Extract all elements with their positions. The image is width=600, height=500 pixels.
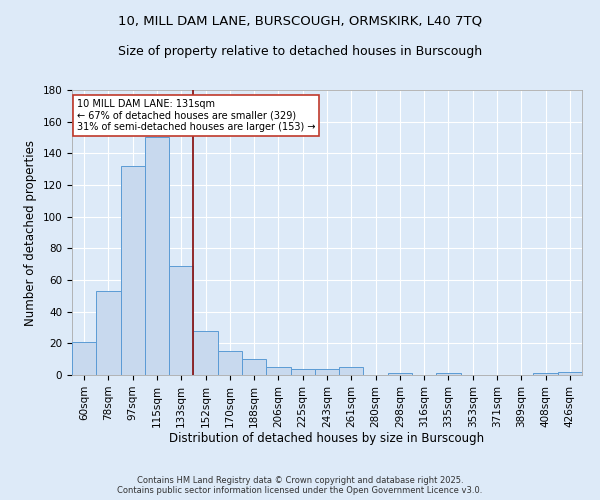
Text: 10 MILL DAM LANE: 131sqm
← 67% of detached houses are smaller (329)
31% of semi-: 10 MILL DAM LANE: 131sqm ← 67% of detach… <box>77 98 316 132</box>
Bar <box>96 291 121 375</box>
Bar <box>169 266 193 375</box>
Text: 10, MILL DAM LANE, BURSCOUGH, ORMSKIRK, L40 7TQ: 10, MILL DAM LANE, BURSCOUGH, ORMSKIRK, … <box>118 15 482 28</box>
Bar <box>72 342 96 375</box>
Text: Contains HM Land Registry data © Crown copyright and database right 2025.
Contai: Contains HM Land Registry data © Crown c… <box>118 476 482 495</box>
Bar <box>388 374 412 375</box>
Bar <box>218 351 242 375</box>
Text: Size of property relative to detached houses in Burscough: Size of property relative to detached ho… <box>118 45 482 58</box>
Bar <box>315 368 339 375</box>
Bar <box>193 330 218 375</box>
Bar <box>290 368 315 375</box>
Bar <box>145 138 169 375</box>
Bar <box>533 374 558 375</box>
Bar <box>339 367 364 375</box>
Bar <box>266 367 290 375</box>
Bar <box>558 372 582 375</box>
Bar <box>121 166 145 375</box>
Bar <box>436 374 461 375</box>
Bar <box>242 359 266 375</box>
X-axis label: Distribution of detached houses by size in Burscough: Distribution of detached houses by size … <box>169 432 485 446</box>
Y-axis label: Number of detached properties: Number of detached properties <box>24 140 37 326</box>
